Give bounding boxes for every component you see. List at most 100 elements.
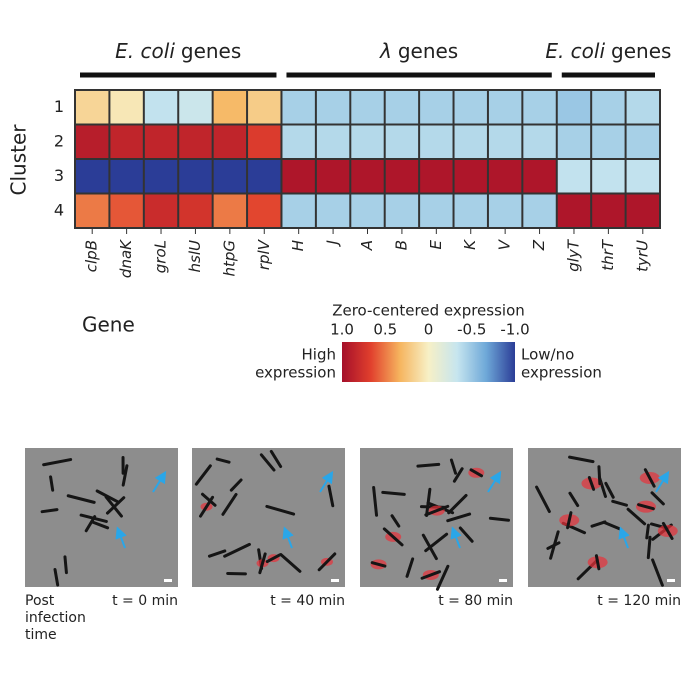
low-label: Low/no xyxy=(521,346,574,364)
heatmap-cell xyxy=(454,160,487,193)
heatmap-cell xyxy=(110,125,143,158)
heatmap-cell xyxy=(213,194,247,227)
x-tick-label: J xyxy=(324,240,342,247)
heatmap-cell xyxy=(385,160,419,193)
cell xyxy=(84,515,97,533)
heatmap-cell xyxy=(385,125,419,158)
x-tick-label: B xyxy=(392,240,410,250)
cell xyxy=(66,494,96,504)
group-label-text: genes xyxy=(398,39,458,63)
heatmap-cell xyxy=(488,160,522,193)
heatmap-cell xyxy=(144,125,178,158)
heatmap-cell xyxy=(592,160,625,193)
colorbar-tick-label: -1.0 xyxy=(500,321,529,339)
heatmap-cell xyxy=(316,91,350,124)
heatmap-cell xyxy=(557,91,591,124)
heatmap-cell xyxy=(110,160,143,193)
y-tick-label: 2 xyxy=(54,131,64,150)
heatmap-cell xyxy=(179,160,212,193)
x-tick-label: A xyxy=(358,240,376,251)
colorbar-tick-label: -0.5 xyxy=(457,321,486,339)
heatmap-cell xyxy=(626,194,659,227)
heatmap-cell xyxy=(248,194,281,227)
cell xyxy=(447,493,468,515)
cell xyxy=(626,507,647,526)
heatmap-cell xyxy=(248,160,281,193)
colorbar-tick-label: 0.5 xyxy=(373,321,397,339)
heatmap-cell xyxy=(282,125,315,158)
group-label-text: genes xyxy=(611,39,671,63)
heatmap-cell xyxy=(248,125,281,158)
cell xyxy=(587,476,596,491)
heatmap-cell xyxy=(76,194,109,227)
x-axis-label: Gene xyxy=(82,313,135,337)
cell xyxy=(661,521,674,540)
group-label-italic: λ xyxy=(379,39,392,63)
arrow xyxy=(152,470,167,493)
high-label: High xyxy=(302,346,336,364)
arrow xyxy=(282,526,294,549)
scale-bar xyxy=(667,579,675,582)
cell xyxy=(646,535,652,560)
time-label: t = 40 min xyxy=(270,593,345,609)
arrow xyxy=(115,526,127,549)
heatmap-cell xyxy=(144,91,178,124)
x-tick-label: hslU xyxy=(186,240,204,272)
heatmap-cell xyxy=(144,160,178,193)
cell xyxy=(643,468,656,488)
x-tick-label: rplV xyxy=(255,238,273,270)
arrow xyxy=(655,470,670,493)
heatmap-cell xyxy=(592,194,625,227)
heatmap-cell xyxy=(385,91,419,124)
x-tick-label: H xyxy=(289,240,307,251)
cell xyxy=(91,520,110,530)
colorbar-tick-label: 0 xyxy=(424,321,434,339)
group-label: E. coli genes xyxy=(115,39,241,63)
cell xyxy=(105,496,126,515)
cell xyxy=(568,491,580,508)
group-label-text: genes xyxy=(181,39,241,63)
heatmap-cell xyxy=(523,125,556,158)
cell xyxy=(42,458,73,467)
group-label-italic: E. coli xyxy=(115,39,175,63)
cell xyxy=(40,508,59,514)
cell xyxy=(469,468,484,478)
heatmap-cell xyxy=(316,160,350,193)
time-label: t = 120 min xyxy=(597,593,681,609)
cell xyxy=(458,526,474,543)
heatmap-cell xyxy=(316,194,350,227)
cell xyxy=(446,512,472,523)
group-label: λ genes xyxy=(379,39,458,63)
heatmap-cell xyxy=(213,160,247,193)
heatmap-cell xyxy=(351,125,384,158)
cell xyxy=(604,481,615,499)
heatmap-cell xyxy=(454,91,487,124)
heatmap-cell xyxy=(179,91,212,124)
heatmap-cell xyxy=(179,194,212,227)
cell xyxy=(327,484,335,508)
micrograph xyxy=(25,448,178,587)
group-label: E. coli genes xyxy=(545,39,671,63)
heatmap-cell xyxy=(454,125,487,158)
cell xyxy=(95,489,121,504)
cell xyxy=(568,455,595,464)
x-tick-label: K xyxy=(461,239,479,250)
heatmap-cell xyxy=(523,194,556,227)
x-tick-label: V xyxy=(496,238,514,250)
cell xyxy=(372,486,379,517)
cell xyxy=(420,570,442,580)
x-tick-label: tyrU xyxy=(633,240,651,272)
scale-bar xyxy=(164,579,172,582)
heatmap-cell xyxy=(385,194,419,227)
cell xyxy=(194,464,212,486)
heatmap-cell xyxy=(110,91,143,124)
heatmap-cell xyxy=(213,125,247,158)
y-tick-label: 3 xyxy=(54,166,64,185)
cell xyxy=(416,462,441,468)
cell xyxy=(597,465,602,486)
cell xyxy=(382,527,404,547)
cell xyxy=(279,553,302,573)
arrow xyxy=(618,526,630,549)
heatmap-cell xyxy=(76,91,109,124)
